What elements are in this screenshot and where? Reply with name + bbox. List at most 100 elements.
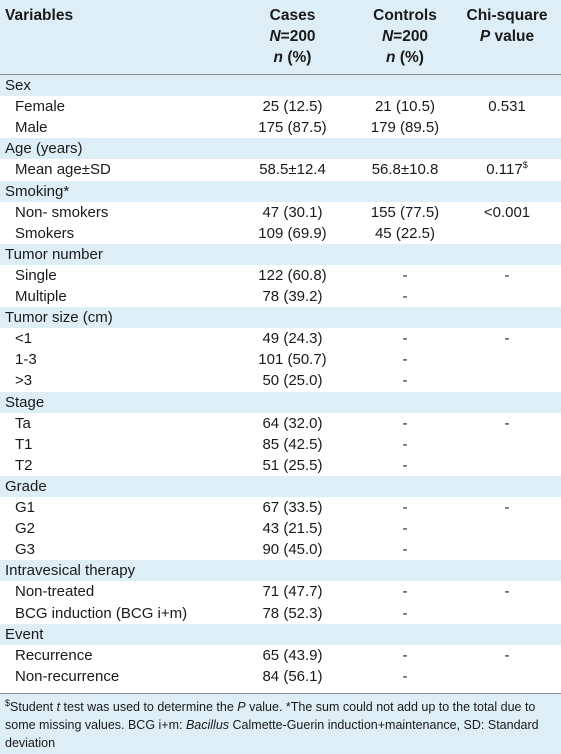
cases-value: 67 (33.5) <box>262 499 323 516</box>
variable-label: Smokers <box>15 224 75 242</box>
category-label: Tumor number <box>5 245 103 263</box>
cases-value: 51 (25.5) <box>262 456 323 474</box>
table-row: >3 50 (25.0) - <box>0 370 561 391</box>
variable-label: T2 <box>15 456 33 474</box>
table-row: G3 90 (45.0) - <box>0 539 561 560</box>
category-label: Intravesical therapy <box>5 562 136 580</box>
cases-value: 50 (25.0) <box>262 372 323 390</box>
variable-label: Non- smokers <box>15 203 109 221</box>
controls-value: 179 (89.5) <box>370 119 440 137</box>
category-label: Sex <box>5 77 31 94</box>
header-controls-npct-rest: (%) <box>395 49 424 66</box>
table-row: <1 49 (24.3) - - <box>0 328 561 349</box>
cases-value: 84 (56.1) <box>262 667 323 685</box>
header-variables-label: Variables <box>5 7 74 24</box>
p-value-text: - <box>504 414 510 432</box>
variable-label: Multiple <box>15 288 67 305</box>
p-value-sup: $ <box>522 160 528 171</box>
cases-value: 122 (60.8) <box>258 266 327 284</box>
category-label: Smoking* <box>5 182 70 200</box>
variable-label: Male <box>15 119 48 137</box>
category-row: Grade <box>0 475 561 497</box>
table-row: G1 67 (33.5) - - <box>0 497 561 518</box>
category-row: Age (years) <box>0 138 561 160</box>
footnote-part1: Student <box>10 700 57 714</box>
variable-label: Ta <box>15 414 31 432</box>
p-value-text: 0.531 <box>488 98 526 116</box>
cases-value: 64 (32.0) <box>262 414 323 432</box>
header-cases-n-prefix: N <box>269 28 281 45</box>
table-row: 1-3 101 (50.7) - <box>0 349 561 370</box>
footnote-part4: Calmette-Guerin induction+maintenance, S… <box>5 718 539 750</box>
variable-label: >3 <box>15 372 33 390</box>
header-cases-title: Cases <box>269 7 316 24</box>
table-row: T2 51 (25.5) - <box>0 455 561 476</box>
category-row: Stage <box>0 391 561 413</box>
controls-value: - <box>402 646 408 664</box>
controls-value: - <box>402 372 408 390</box>
p-value-text: <0.001 <box>483 203 531 221</box>
variable-label: Recurrence <box>15 646 93 664</box>
variable-label: Female <box>15 98 66 116</box>
header-cases-npct-n: n <box>273 49 284 66</box>
cases-value: 25 (12.5) <box>262 98 323 116</box>
footnote-part2: test was used to determine the <box>60 700 238 714</box>
footnote-bacillus-italic: Bacillus <box>185 718 230 732</box>
table-row: Smokers 109 (69.9) 45 (22.5) <box>0 223 561 244</box>
controls-value: - <box>402 330 408 348</box>
controls-value: - <box>402 604 408 622</box>
controls-value: 21 (10.5) <box>374 98 436 116</box>
category-label: Grade <box>5 477 47 495</box>
cases-value: 71 (47.7) <box>262 583 323 601</box>
header-controls-n-value: =200 <box>393 28 429 45</box>
p-value: - <box>455 581 559 602</box>
variable-label: <1 <box>15 330 33 348</box>
header-controls-n-prefix: N <box>381 28 394 45</box>
variable-label: G2 <box>15 520 36 538</box>
p-value-text: - <box>504 266 510 284</box>
category-row: Tumor number <box>0 243 561 265</box>
cases-value: 90 (45.0) <box>262 541 323 559</box>
variable-label: 1-3 <box>15 351 37 369</box>
variable-label: T1 <box>15 435 33 453</box>
cases-value: 58.5±12.4 <box>259 161 326 179</box>
controls-value: - <box>402 414 408 432</box>
p-value: - <box>455 328 559 349</box>
cases-value: 85 (42.5) <box>262 435 323 453</box>
p-value: 0.117$ <box>455 159 559 180</box>
cases-value: 109 (69.9) <box>258 224 327 242</box>
p-value: <0.001 <box>455 202 559 223</box>
header-controls-title: Controls <box>373 7 437 24</box>
footnote-dollar-sup: $ <box>5 697 11 708</box>
category-row: Sex <box>0 75 561 96</box>
table-row: Recurrence 65 (43.9) - - <box>0 645 561 666</box>
header-chi-p-rest: value <box>490 28 535 45</box>
controls-value: - <box>402 266 408 284</box>
footnote-t-italic: t <box>56 700 61 714</box>
table-row: T1 85 (42.5) - <box>0 434 561 455</box>
table-row: BCG induction (BCG i+m) 78 (52.3) - <box>0 603 561 624</box>
header-cases-n: N=200 <box>225 26 360 47</box>
cases-value: 49 (24.3) <box>262 330 323 348</box>
variable-label: Single <box>15 266 57 284</box>
controls-value: 56.8±10.8 <box>371 161 439 179</box>
p-value: - <box>455 413 559 434</box>
cases-value: 65 (43.9) <box>262 646 323 664</box>
category-label: Event <box>5 625 44 643</box>
cases-value: 43 (21.5) <box>262 520 323 538</box>
cases-value: 47 (30.1) <box>262 203 323 221</box>
header-controls: Controls N=200 n (%) <box>357 5 453 68</box>
p-value: - <box>455 265 559 286</box>
category-label: Tumor size (cm) <box>5 309 113 327</box>
table-row: Female 25 (12.5) 21 (10.5) 0.531 <box>0 96 561 117</box>
category-row: Intravesical therapy <box>0 560 561 582</box>
category-label: Stage <box>5 393 45 411</box>
header-cases: Cases N=200 n (%) <box>225 5 360 68</box>
header-chi-title: Chi-square <box>466 7 548 24</box>
category-row: Tumor size (cm) <box>0 307 561 329</box>
table-row: G2 43 (21.5) - <box>0 518 561 539</box>
category-row: Smoking* <box>0 180 561 202</box>
p-value: - <box>455 497 559 518</box>
variable-label: G1 <box>15 499 36 516</box>
table-row: Single 122 (60.8) - - <box>0 265 561 286</box>
